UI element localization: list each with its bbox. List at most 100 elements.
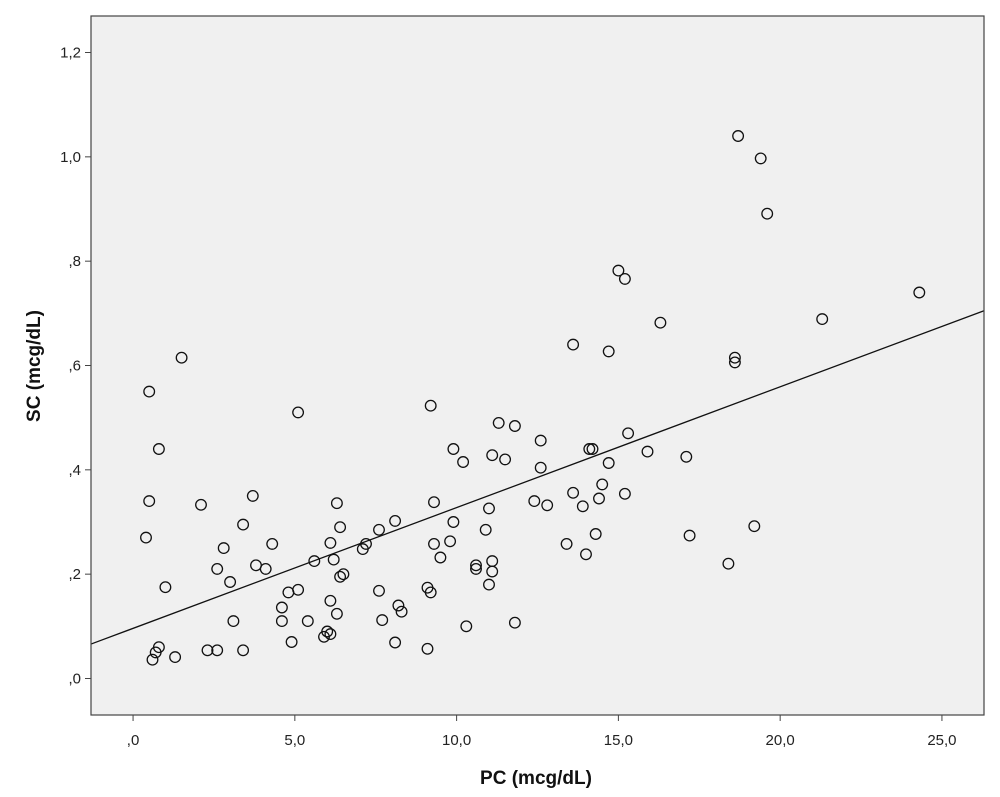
data-point (259, 562, 272, 575)
data-point (492, 416, 505, 429)
y-tick-label: ,0 (68, 670, 81, 687)
data-point (428, 537, 440, 550)
data-point (593, 492, 605, 505)
data-point (330, 497, 343, 510)
data-point (146, 653, 159, 666)
regression-line (90, 310, 985, 645)
data-point (641, 445, 654, 458)
x-tick-label: ,0 (127, 732, 140, 749)
y-tick-label: ,6 (68, 358, 81, 375)
data-point (479, 523, 492, 536)
data-point (301, 615, 314, 628)
x-tick-label: 5,0 (284, 732, 305, 749)
data-point (816, 313, 829, 326)
data-point (211, 644, 224, 657)
data-point (159, 581, 172, 594)
data-point (152, 443, 165, 455)
data-point (389, 636, 402, 649)
data-point (560, 537, 573, 550)
x-tick-label: 15,0 (604, 732, 633, 749)
data-point (761, 207, 774, 220)
data-point (324, 628, 337, 641)
data-point (389, 514, 402, 527)
data-point (395, 605, 408, 618)
data-point (508, 616, 521, 629)
data-point (541, 499, 554, 512)
data-point (486, 565, 499, 578)
data-point (508, 420, 521, 432)
data-point (201, 644, 214, 657)
data-point (246, 489, 259, 502)
data-point (654, 316, 667, 329)
data-point (327, 553, 340, 566)
data-point (913, 286, 926, 299)
data-points (140, 130, 926, 666)
data-point (149, 646, 162, 659)
data-point (754, 152, 767, 165)
data-point (275, 615, 288, 628)
data-point (434, 551, 447, 564)
data-point (460, 620, 473, 633)
data-point (428, 496, 440, 509)
data-point (722, 557, 735, 570)
data-point (318, 630, 330, 643)
data-point (140, 531, 152, 544)
data-point (483, 502, 495, 515)
data-point (308, 555, 321, 568)
data-point (275, 601, 288, 614)
data-point (211, 562, 224, 575)
plot-area (91, 16, 984, 715)
data-point (169, 651, 182, 664)
data-point (470, 559, 482, 572)
data-point (373, 584, 385, 597)
data-point (612, 264, 625, 277)
data-point (534, 461, 547, 474)
data-point (227, 615, 240, 628)
data-point (444, 535, 457, 548)
x-axis: ,0 5,0 10,0 15,0 20,0 25,0 (127, 715, 957, 749)
y-tick-label: ,8 (68, 253, 81, 270)
x-tick-label: 20,0 (766, 732, 795, 749)
data-point (534, 434, 547, 447)
x-tick-label: 25,0 (927, 732, 956, 749)
data-point (576, 500, 589, 513)
x-tick-label: 10,0 (442, 732, 471, 749)
data-point (683, 529, 696, 542)
data-point (292, 406, 305, 419)
data-point (324, 594, 337, 607)
data-point (224, 576, 237, 588)
data-point (528, 495, 541, 508)
data-point (728, 356, 741, 369)
data-point (237, 518, 250, 531)
y-tick-label: ,4 (68, 462, 81, 479)
data-point (237, 644, 250, 657)
data-point (334, 521, 347, 534)
data-point (424, 399, 437, 412)
data-point (596, 478, 609, 491)
data-point (285, 636, 298, 648)
data-point (457, 456, 470, 468)
y-tick-label: 1,0 (60, 149, 81, 166)
data-point (175, 351, 188, 364)
data-point (266, 537, 279, 550)
data-point (292, 583, 305, 596)
x-axis-title: PC (mcg/dL) (480, 768, 592, 789)
data-point (618, 487, 631, 500)
data-point (567, 486, 580, 499)
data-point (470, 562, 482, 575)
data-point (330, 607, 343, 620)
data-point (424, 586, 437, 599)
y-tick-label: ,2 (68, 566, 81, 583)
data-point (580, 548, 592, 561)
data-point (586, 443, 599, 455)
data-point (483, 578, 495, 591)
data-point (486, 449, 499, 462)
data-point (622, 427, 635, 440)
data-point (732, 130, 745, 142)
data-point (748, 520, 761, 533)
data-point (324, 536, 337, 549)
y-tick-label: 1,2 (60, 45, 81, 62)
data-point (392, 599, 405, 612)
data-point (143, 385, 156, 398)
y-axis-title: SC (mcg/dL) (24, 310, 45, 422)
